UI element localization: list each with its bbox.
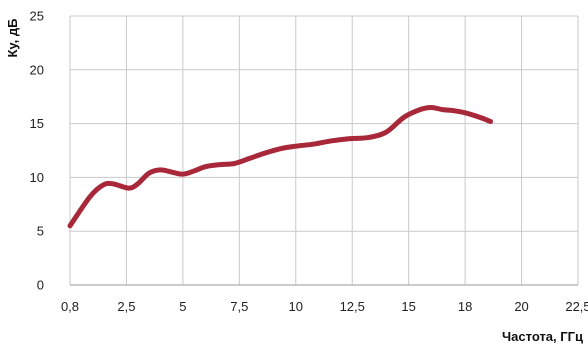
x-axis-ticks: 0,8 2,5 5 7,5 10 12,5 15 18 20 22,5 — [61, 299, 588, 314]
grid-lines — [69, 15, 579, 286]
x-axis-label: Частота, ГГц — [502, 329, 583, 344]
y-tick-label: 0 — [37, 278, 44, 293]
x-tick-label: 2,5 — [117, 299, 135, 314]
y-tick-label: 15 — [30, 116, 44, 131]
x-tick-label: 18 — [458, 299, 472, 314]
y-tick-label: 10 — [30, 170, 44, 185]
y-tick-label: 5 — [37, 224, 44, 239]
x-tick-label: 20 — [514, 299, 528, 314]
x-tick-label: 15 — [401, 299, 415, 314]
x-tick-label: 10 — [289, 299, 303, 314]
x-tick-label: 12,5 — [340, 299, 365, 314]
x-tick-label: 7,5 — [230, 299, 248, 314]
series-line — [67, 104, 494, 229]
series-layer — [67, 104, 494, 229]
y-tick-label: 25 — [30, 9, 44, 24]
y-axis-label: Ку, дБ — [5, 18, 20, 57]
x-tick-label: 5 — [179, 299, 186, 314]
y-axis-ticks: 0 5 10 15 20 25 — [30, 9, 44, 293]
y-tick-label: 20 — [30, 62, 44, 77]
x-tick-label: 0,8 — [61, 299, 79, 314]
x-tick-label: 22,5 — [565, 299, 588, 314]
